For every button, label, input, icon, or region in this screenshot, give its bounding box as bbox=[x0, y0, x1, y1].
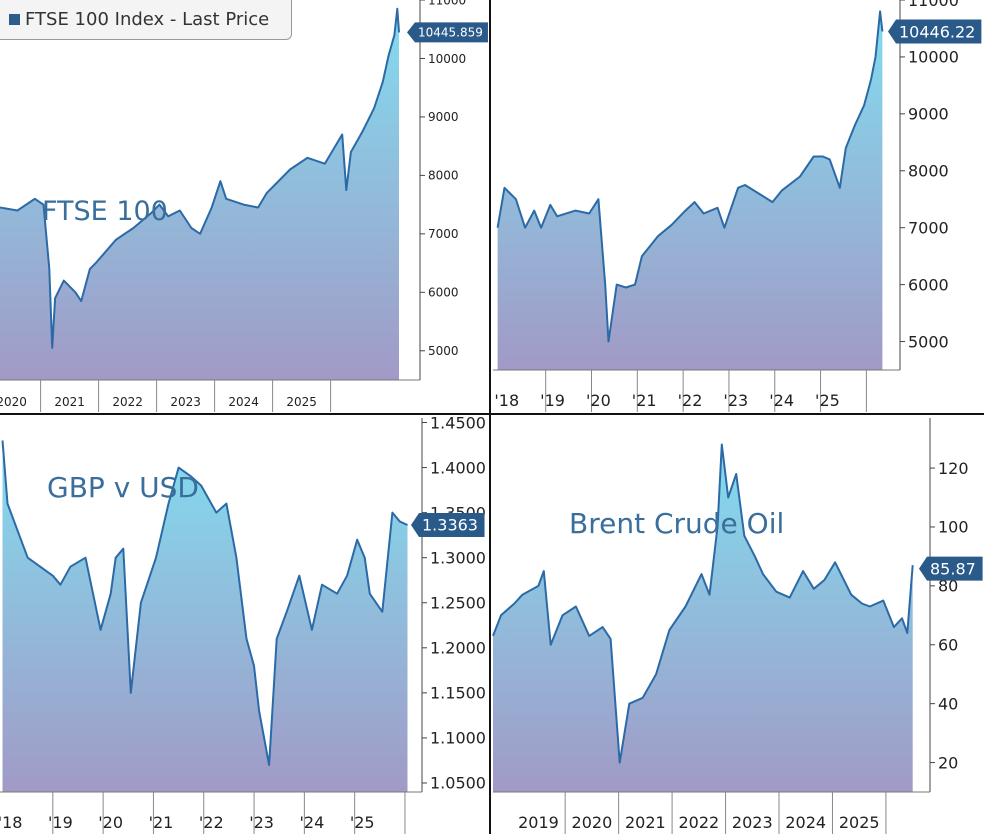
gbpusd-y-tick-label: 1.1500 bbox=[430, 684, 486, 703]
ftse-5y-chart: 11000 10000 9000 8000 7000 6000 5000 2020 2021 20… bbox=[0, 0, 488, 412]
brent-series-line bbox=[492, 443, 914, 764]
brent-last-value-label: 85.87 bbox=[930, 559, 976, 578]
ftse-5y-x-tick-label: 2025 bbox=[286, 395, 317, 409]
gbpusd-x-tick-label: '19 bbox=[48, 813, 73, 832]
gbpusd-x-tick-label: '22 bbox=[199, 813, 224, 832]
gbpusd-x-tick-label: '24 bbox=[300, 813, 325, 832]
brent-x-tick-label: 2020 bbox=[572, 813, 613, 832]
ftse-8y-x-tick-label: '24 bbox=[769, 391, 794, 410]
brent-x-tick-label: 2021 bbox=[625, 813, 666, 832]
brent-x-tick-label: 2023 bbox=[732, 813, 773, 832]
gbpusd-x-tick-label: '25 bbox=[350, 813, 375, 832]
ftse-8y-y-tick-label: 6000 bbox=[908, 275, 949, 294]
ftse-5y-y-tick-label: 5000 bbox=[428, 344, 459, 358]
ftse-8y-last-value-label: 10446.22 bbox=[899, 22, 975, 41]
brent-y-tick-label: 40 bbox=[938, 694, 958, 713]
brent-title: Brent Crude Oil bbox=[569, 507, 784, 540]
gbpusd-title: GBP v USD bbox=[47, 471, 199, 504]
gbpusd-area bbox=[2, 440, 408, 792]
ftse-8y-y-tick-label: 10000 bbox=[908, 48, 959, 67]
ftse-5y-y-tick-label: 6000 bbox=[428, 286, 459, 300]
ftse-5y-series-line bbox=[0, 7, 400, 349]
ftse-5y-y-tick-label: 11000 bbox=[428, 0, 466, 7]
ftse-8y-x-tick-label: '22 bbox=[678, 391, 703, 410]
ftse-8y-y-tick-label: 9000 bbox=[908, 105, 949, 124]
brent-chart: 120 100 80 60 40 20 2019 2020 2021 2022 2023 2024 20… bbox=[492, 418, 983, 834]
gbpusd-y-tick-label: 1.4500 bbox=[430, 413, 486, 432]
ftse-8y-chart: 11000 10000 9000 8000 7000 6000 5000 '18 '19 '20 '… bbox=[493, 0, 982, 412]
legend-label: FTSE 100 Index - Last Price bbox=[25, 9, 270, 30]
ftse-8y-x-tick-label: '21 bbox=[632, 391, 657, 410]
gbpusd-y-tick-label: 1.2500 bbox=[430, 594, 486, 613]
ftse-5y-x-tick-label: 2023 bbox=[170, 395, 201, 409]
gbpusd-y-tick-label: 1.1000 bbox=[430, 729, 486, 748]
ftse-8y-y-tick-label: 5000 bbox=[908, 332, 949, 351]
ftse-5y-last-value-flag bbox=[407, 22, 488, 43]
ftse-8y-y-tick-label: 7000 bbox=[908, 218, 949, 237]
legend-swatch bbox=[9, 14, 20, 25]
gbpusd-y-tick-label: 1.4000 bbox=[430, 458, 486, 477]
ftse-8y-x-tick-label: '25 bbox=[815, 391, 840, 410]
ftse-8y-series-line bbox=[496, 10, 884, 343]
brent-x-tick-label: 2024 bbox=[785, 813, 826, 832]
ftse-5y-y-tick-label: 8000 bbox=[428, 169, 459, 183]
ftse-5y-x-tick-label: 2021 bbox=[54, 395, 85, 409]
gbpusd-y-tick-label: 1.2000 bbox=[430, 639, 486, 658]
brent-y-tick-label: 100 bbox=[938, 518, 969, 537]
brent-x-tick-label: 2025 bbox=[839, 813, 880, 832]
brent-x-tick-label: 2022 bbox=[678, 813, 719, 832]
gbpusd-last-value-label: 1.3363 bbox=[422, 516, 478, 535]
ftse-5y-y-tick-label: 9000 bbox=[428, 110, 459, 124]
brent-y-tick-label: 20 bbox=[938, 753, 958, 772]
brent-y-tick-label: 60 bbox=[938, 636, 958, 655]
brent-y-tick-label: 80 bbox=[938, 577, 958, 596]
ftse-5y-y-tick-label: 7000 bbox=[428, 227, 459, 241]
ftse-8y-last-value-flag bbox=[888, 19, 982, 44]
ftse-5y-last-value-label: 10445.859 bbox=[418, 26, 483, 40]
ftse-5y-y-tick-label: 10000 bbox=[428, 52, 466, 66]
ftse-5y-x-tick-label: 2020 bbox=[0, 395, 27, 409]
gbpusd-series-line bbox=[1, 440, 408, 766]
ftse-8y-y-tick-label: 11000 bbox=[908, 0, 959, 10]
gbpusd-x-tick-label: '20 bbox=[98, 813, 123, 832]
gbpusd-x-tick-label: '23 bbox=[249, 813, 274, 832]
ftse-8y-x-tick-label: '20 bbox=[586, 391, 611, 410]
brent-last-value-flag bbox=[919, 556, 983, 581]
gbpusd-last-value-flag bbox=[411, 512, 485, 537]
ftse-8y-x-tick-label: '23 bbox=[723, 391, 748, 410]
brent-y-tick-label: 120 bbox=[938, 459, 969, 478]
ftse-5y-x-tick-label: 2024 bbox=[228, 395, 259, 409]
ftse-8y-area bbox=[497, 11, 883, 371]
brent-area bbox=[493, 444, 913, 792]
ftse-5y-x-tick-label: 2022 bbox=[112, 395, 143, 409]
brent-x-tick-label: 2019 bbox=[518, 813, 559, 832]
gbpusd-y-tick-label: 1.3000 bbox=[430, 548, 486, 567]
ftse-5y-area bbox=[0, 8, 399, 381]
gbpusd-chart: 1.45001.40001.35001.30001.25001.20001.15… bbox=[0, 413, 486, 834]
gbpusd-x-tick-label: '21 bbox=[149, 813, 174, 832]
gbpusd-x-tick-label: '18 bbox=[0, 813, 22, 832]
ftse-8y-x-tick-label: '18 bbox=[494, 391, 519, 410]
legend-box: FTSE 100 Index - Last Price bbox=[0, 0, 292, 40]
ftse-8y-y-tick-label: 8000 bbox=[908, 162, 949, 181]
ftse-5y-title: FTSE 100 bbox=[42, 196, 168, 227]
ftse-8y-x-tick-label: '19 bbox=[540, 391, 565, 410]
gbpusd-y-tick-label: 1.0500 bbox=[430, 774, 486, 793]
